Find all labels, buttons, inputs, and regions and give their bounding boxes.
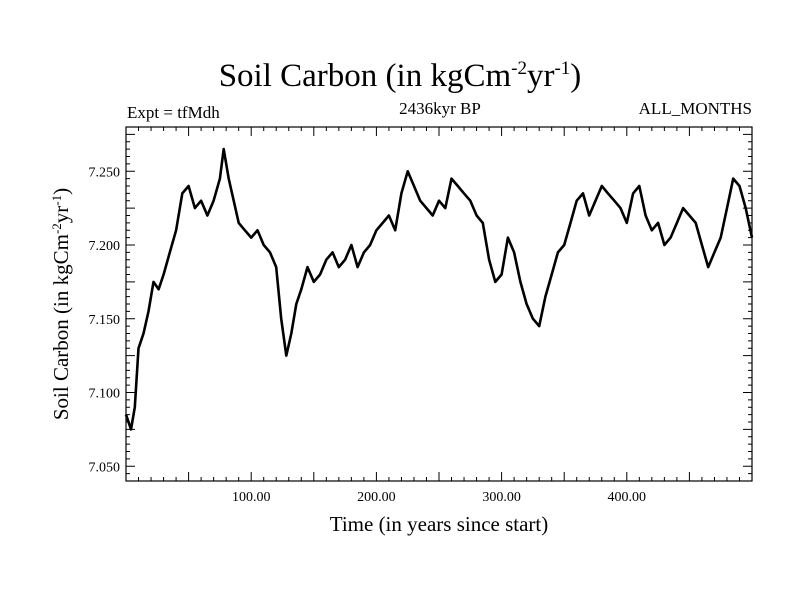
x-tick-label: 300.00 — [482, 490, 521, 505]
x-axis-label: Time (in years since start) — [330, 512, 549, 536]
series-layer — [124, 147, 754, 431]
months-label: ALL_MONTHS — [638, 99, 752, 118]
y-tick-label: 7.150 — [89, 313, 121, 328]
series-line — [124, 147, 754, 431]
y-axis-label: Soil Carbon (in kgCm-2yr-1) — [49, 188, 74, 420]
axis-ticks: 100.00 200.00 300.00 400.00 7.050 7.100 7.150 7… — [89, 127, 752, 505]
period-label: 2436kyr BP — [399, 99, 481, 118]
y-tick-label: 7.200 — [89, 239, 121, 254]
chart-title: Soil Carbon (in kgCm-2yr-1) — [218, 58, 582, 94]
x-tick-label: 100.00 — [232, 490, 271, 505]
y-tick-label: 7.050 — [89, 460, 121, 475]
x-tick-label: 200.00 — [357, 490, 396, 505]
experiment-label: Expt = tfMdh — [127, 103, 220, 122]
y-tick-label: 7.100 — [89, 387, 121, 402]
y-tick-label: 7.250 — [89, 165, 121, 180]
x-tick-label: 400.00 — [608, 490, 647, 505]
